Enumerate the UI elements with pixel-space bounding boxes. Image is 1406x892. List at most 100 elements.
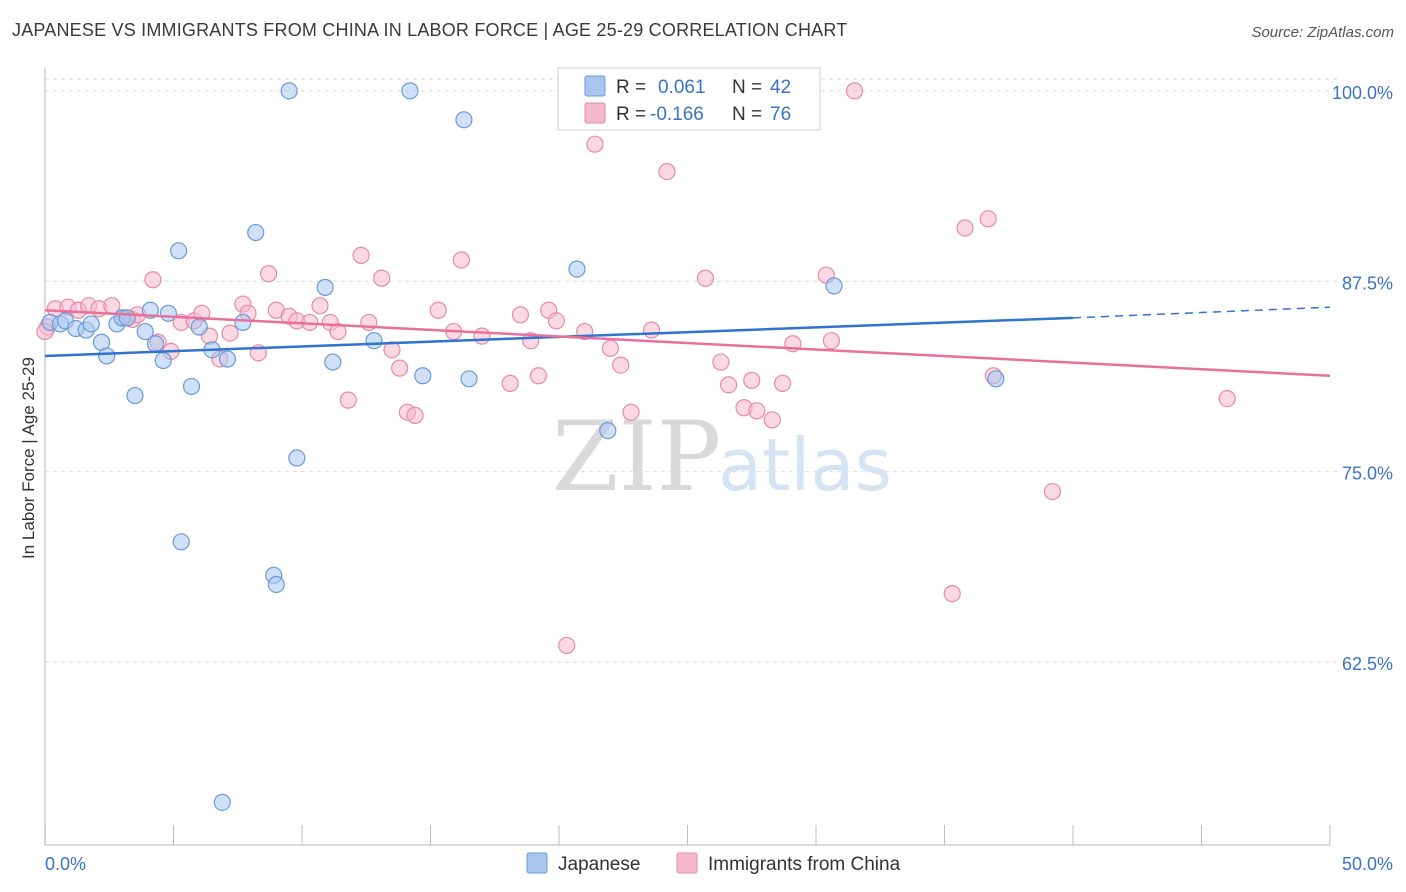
- legend-r-value-china: -0.166: [650, 104, 704, 125]
- series-legend: Japanese Immigrants from China: [526, 852, 901, 875]
- japanese-point: [568, 260, 586, 278]
- china-point: [373, 269, 391, 287]
- china-point: [720, 376, 738, 394]
- china-point: [743, 371, 761, 389]
- japanese-point: [316, 278, 334, 296]
- bottom-legend-japanese: Japanese: [558, 854, 640, 875]
- y-tick-label: 87.5%: [1342, 273, 1393, 293]
- china-point: [601, 339, 620, 357]
- japanese-point: [154, 351, 172, 370]
- china-point: [511, 306, 530, 324]
- japanese-point: [455, 111, 473, 129]
- y-axis-label: In Labor Force | Age 25-29: [19, 357, 38, 559]
- japanese-point: [324, 353, 342, 371]
- x-tick-max: 50.0%: [1342, 854, 1393, 874]
- china-point: [339, 391, 357, 409]
- bottom-legend-swatch-japanese: [526, 852, 548, 874]
- legend-n-value-japanese: 42: [770, 77, 791, 98]
- china-point: [696, 269, 715, 287]
- chart-title: JAPANESE VS IMMIGRANTS FROM CHINA IN LAB…: [12, 20, 848, 40]
- japanese-point: [170, 242, 188, 260]
- correlation-legend: R = 0.061 N = 42 R = -0.166 N = 76: [557, 67, 821, 131]
- japanese-point: [126, 386, 144, 405]
- china-point: [586, 135, 604, 153]
- china-point: [822, 332, 841, 350]
- china-point: [547, 312, 566, 330]
- japanese-point: [987, 370, 1005, 388]
- china-point: [748, 402, 766, 420]
- china-point: [311, 297, 329, 315]
- legend-swatch-japanese: [584, 75, 606, 97]
- legend-r-label-japanese: R =: [616, 77, 646, 98]
- japanese-point: [267, 575, 285, 594]
- japanese-point: [234, 313, 252, 332]
- grid-layer: [45, 78, 1340, 663]
- china-point: [529, 367, 548, 385]
- china-point: [712, 353, 730, 371]
- legend-n-label-china: N =: [732, 104, 762, 125]
- japanese-point: [182, 377, 201, 396]
- legend-n-label-japanese: N =: [732, 77, 762, 98]
- legend-swatch-china: [584, 102, 606, 124]
- china-point: [622, 403, 640, 421]
- china-point: [956, 219, 974, 237]
- china-point: [1043, 482, 1062, 501]
- japanese-point: [288, 449, 306, 467]
- y-tick-label: 62.5%: [1342, 654, 1393, 674]
- china-points: [36, 82, 1236, 655]
- china-point: [352, 246, 370, 264]
- japanese-point: [190, 318, 208, 336]
- china-point: [979, 210, 997, 228]
- axes-layer: 62.5% 75.0% 87.5% 100.0%: [44, 68, 1393, 846]
- china-point: [406, 406, 424, 424]
- japanese-point: [247, 223, 265, 242]
- china-point: [144, 271, 162, 289]
- japanese-point: [98, 347, 116, 365]
- china-point: [501, 374, 519, 392]
- japanese-point: [118, 309, 136, 327]
- china-point: [221, 324, 239, 342]
- china-point: [845, 82, 864, 100]
- japanese-point: [401, 82, 419, 100]
- japanese-trend-extension: [1072, 306, 1331, 319]
- china-point: [773, 374, 792, 392]
- legend-r-label-china: R =: [616, 104, 646, 125]
- china-point: [943, 585, 961, 603]
- bottom-legend-china: Immigrants from China: [708, 854, 901, 875]
- legend-r-value-japanese: 0.061: [658, 77, 706, 98]
- trend-lines: [44, 306, 1331, 378]
- watermark-atlas: atlas: [718, 423, 892, 507]
- legend-n-value-china: 76: [770, 104, 791, 125]
- japanese-point: [599, 422, 617, 440]
- japanese-point: [218, 350, 237, 368]
- japanese-point: [172, 533, 190, 551]
- china-point: [391, 359, 409, 377]
- bottom-legend-swatch-china: [676, 852, 698, 874]
- japanese-point: [136, 322, 154, 341]
- japanese-points: [41, 82, 1005, 811]
- japanese-point: [146, 335, 165, 353]
- y-tick-label: 75.0%: [1342, 464, 1393, 484]
- china-point: [658, 163, 676, 181]
- china-point: [612, 356, 630, 374]
- china-point: [259, 265, 278, 283]
- japanese-point: [159, 304, 177, 322]
- x-tick-min: 0.0%: [45, 854, 86, 874]
- japanese-point: [82, 315, 100, 333]
- japanese-point: [213, 793, 231, 811]
- japanese-point: [414, 367, 432, 385]
- japanese-point: [280, 82, 298, 100]
- y-tick-label: 100.0%: [1332, 83, 1393, 103]
- watermark: ZIP atlas: [552, 401, 892, 513]
- china-point: [452, 251, 470, 269]
- china-point: [558, 636, 576, 655]
- china-point: [473, 327, 491, 345]
- china-point: [1218, 390, 1236, 408]
- china-point: [429, 301, 447, 319]
- source-label: Source: ZipAtlas.com: [1251, 24, 1394, 41]
- china-point: [763, 411, 781, 429]
- japanese-point: [825, 277, 843, 295]
- watermark-zip: ZIP: [552, 401, 721, 513]
- china-point: [329, 322, 347, 341]
